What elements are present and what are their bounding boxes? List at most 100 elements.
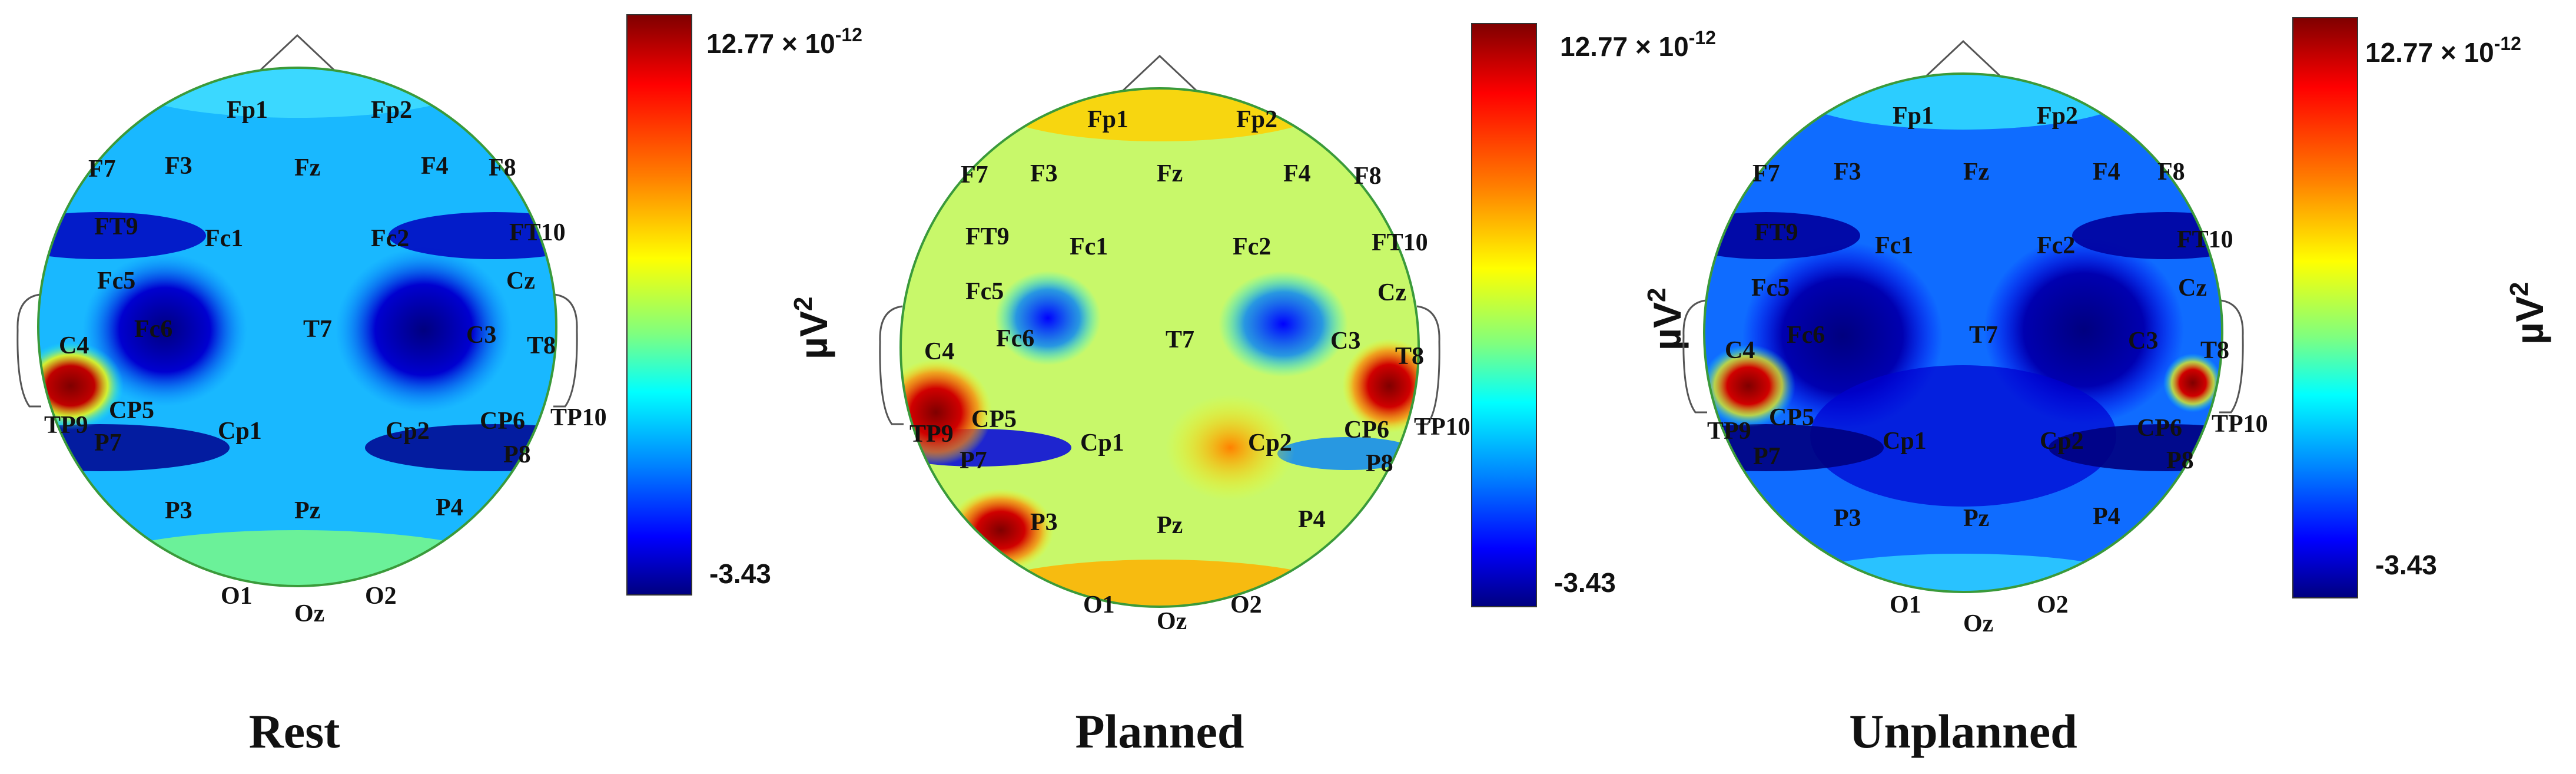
colorbar-max-label: 12.77 × 10-12 bbox=[2365, 33, 2521, 68]
electrode-label-pz: Pz bbox=[1963, 505, 1989, 532]
electrode-label-fc6: Fc6 bbox=[1787, 322, 1825, 349]
electrode-label-c4: C4 bbox=[59, 332, 89, 359]
electrode-label-cp6: CP6 bbox=[1344, 416, 1389, 444]
electrode-label-o1: O1 bbox=[221, 583, 253, 610]
electrode-label-fc6: Fc6 bbox=[996, 325, 1034, 352]
electrode-label-p3: P3 bbox=[165, 497, 192, 524]
left-ear-outline bbox=[16, 293, 41, 408]
head-outline bbox=[37, 67, 557, 587]
electrode-label-f3: F3 bbox=[1834, 158, 1861, 186]
electrode-labels-rest: Fp1 Fp2 F7 F3 Fz F4 F8 FT9 Fc1 Fc2 FT10 Fc5 Fc6 T7 C3 C… bbox=[44, 97, 607, 627]
right-ear-outline bbox=[1416, 305, 1440, 425]
nose-outline bbox=[1912, 39, 2014, 90]
colorbar-min-label: -3.43 bbox=[709, 558, 771, 589]
electrode-label-fp1: Fp1 bbox=[1087, 106, 1128, 133]
electrode-label-cp5: CP5 bbox=[971, 406, 1017, 433]
electrode-label-p7: P7 bbox=[960, 447, 987, 474]
electrode-label-fc1: Fc1 bbox=[1875, 232, 1913, 259]
right-ear-outline bbox=[553, 293, 578, 408]
electrode-label-o1: O1 bbox=[1083, 591, 1115, 618]
electrode-label-fp2: Fp2 bbox=[1236, 106, 1277, 133]
electrode-label-cp2: Cp2 bbox=[386, 418, 430, 445]
electrode-label-t7: T7 bbox=[1969, 322, 1998, 349]
electrode-label-tp9: TP9 bbox=[1707, 418, 1751, 445]
electrode-label-t8: T8 bbox=[1395, 343, 1424, 370]
electrode-label-cp6: CP6 bbox=[2137, 415, 2182, 442]
electrode-label-p8: P8 bbox=[1366, 450, 1393, 477]
electrode-label-cz: Cz bbox=[2178, 274, 2207, 302]
colorbar-max-label: 12.77 × 10-12 bbox=[706, 24, 862, 59]
electrode-label-ft10: FT10 bbox=[1372, 229, 1428, 256]
electrode-label-c4: C4 bbox=[924, 338, 954, 365]
electrode-label-pz: Pz bbox=[294, 497, 320, 524]
panel-unplanned: 12.77 × 10-12 -3.43 µV2 Fp1 Fp2 F7 F3 Fz F4 F8… bbox=[1682, 0, 2576, 774]
right-ear-outline bbox=[2219, 299, 2244, 414]
electrode-label-cp2: Cp2 bbox=[2040, 428, 2084, 455]
left-ear-outline bbox=[1682, 299, 1707, 414]
electrode-label-p3: P3 bbox=[1834, 505, 1861, 532]
electrode-label-cp1: Cp1 bbox=[218, 418, 262, 445]
electrode-label-p4: P4 bbox=[436, 494, 463, 521]
electrode-label-fp1: Fp1 bbox=[1893, 102, 1934, 130]
topomap-rest: 12.77 × 10-12 -3.43 µV2 Fp1 Fp2 F7 F3 Fz F4 F8… bbox=[16, 14, 862, 627]
electrode-label-p3: P3 bbox=[1030, 509, 1058, 536]
topomap-unplanned: 12.77 × 10-12 -3.43 µV2 Fp1 Fp2 F7 F3 Fz F4 F8… bbox=[1682, 17, 2551, 637]
electrode-label-fc2: Fc2 bbox=[1233, 233, 1271, 260]
electrode-label-p7: P7 bbox=[94, 429, 122, 457]
scalp-map-unplanned bbox=[1704, 74, 2222, 592]
left-ear-outline bbox=[879, 305, 904, 425]
electrode-label-cp5: CP5 bbox=[109, 397, 154, 424]
electrode-label-o2: O2 bbox=[2037, 591, 2069, 618]
electrode-label-ft9: FT9 bbox=[965, 223, 1010, 250]
electrode-label-t8: T8 bbox=[527, 332, 556, 359]
electrode-label-fc2: Fc2 bbox=[371, 225, 409, 252]
electrode-labels-planned: Fp1 Fp2 F7 F3 Fz F4 F8 FT9 Fc1 Fc2 FT10 Fc5 Fc6 T7 C3 C… bbox=[909, 106, 1470, 635]
topomap-planned: 12.77 × 10-12 -3.43 µV2 Fp1 Fp2 F7 F3 Fz F4 F8… bbox=[879, 23, 1716, 635]
electrode-label-fc5: Fc5 bbox=[1751, 274, 1790, 302]
colorbar-planned bbox=[1471, 23, 1537, 607]
electrode-label-fz: Fz bbox=[1157, 160, 1183, 187]
electrode-label-f4: F4 bbox=[421, 153, 449, 180]
electrode-label-ft9: FT9 bbox=[1754, 219, 1798, 246]
panel-title-planned: Planned bbox=[1075, 704, 1244, 758]
electrode-label-fc1: Fc1 bbox=[205, 225, 243, 252]
electrode-label-fp1: Fp1 bbox=[227, 97, 268, 124]
scalp-map-planned bbox=[901, 88, 1419, 607]
electrode-label-cp1: Cp1 bbox=[1080, 429, 1124, 457]
electrode-label-fc6: Fc6 bbox=[134, 316, 172, 343]
electrode-label-pz: Pz bbox=[1157, 512, 1183, 539]
colorbar-min-label: -3.43 bbox=[2375, 550, 2437, 580]
electrode-label-fc5: Fc5 bbox=[965, 278, 1004, 305]
electrode-label-t7: T7 bbox=[303, 316, 332, 343]
electrode-label-fz: Fz bbox=[1963, 158, 1989, 186]
electrode-label-o2: O2 bbox=[365, 583, 397, 610]
electrode-label-t8: T8 bbox=[2200, 337, 2229, 364]
electrode-label-cz: Cz bbox=[1377, 279, 1406, 306]
electrode-label-o2: O2 bbox=[1230, 591, 1262, 618]
electrode-label-f7: F7 bbox=[1752, 160, 1780, 187]
electrode-label-p8: P8 bbox=[503, 441, 531, 468]
colorbar-unit-label: µV2 bbox=[789, 296, 835, 359]
electrode-labels-unplanned: Fp1 Fp2 F7 F3 Fz F4 F8 FT9 Fc1 Fc2 FT10 Fc5 Fc6 T7 C3 C… bbox=[1707, 102, 2268, 637]
electrode-label-oz: Oz bbox=[294, 600, 324, 627]
electrode-label-tp9: TP9 bbox=[44, 412, 88, 439]
electrode-label-tp10: TP10 bbox=[2212, 411, 2268, 438]
electrode-label-tp10: TP10 bbox=[550, 404, 607, 431]
electrode-label-fp2: Fp2 bbox=[2037, 102, 2078, 130]
colorbar-unit-label: µV2 bbox=[2505, 282, 2551, 345]
electrode-label-oz: Oz bbox=[1963, 610, 1993, 637]
electrode-label-p7: P7 bbox=[1753, 443, 1781, 470]
electrode-label-cp1: Cp1 bbox=[1883, 428, 1927, 455]
electrode-label-f8: F8 bbox=[2157, 158, 2185, 186]
colorbar-unplanned bbox=[2292, 17, 2358, 598]
colorbar-unit-label: µV2 bbox=[1642, 287, 1689, 350]
head-outline bbox=[1703, 72, 2223, 593]
electrode-label-fz: Fz bbox=[294, 154, 320, 181]
electrode-label-fp2: Fp2 bbox=[371, 97, 412, 124]
electrode-label-fc2: Fc2 bbox=[2037, 232, 2075, 259]
nose-outline bbox=[246, 34, 348, 84]
electrode-label-c3: C3 bbox=[466, 322, 496, 349]
electrode-label-f4: F4 bbox=[1283, 160, 1311, 187]
electrode-label-f3: F3 bbox=[1030, 160, 1058, 187]
electrode-label-oz: Oz bbox=[1157, 608, 1187, 635]
